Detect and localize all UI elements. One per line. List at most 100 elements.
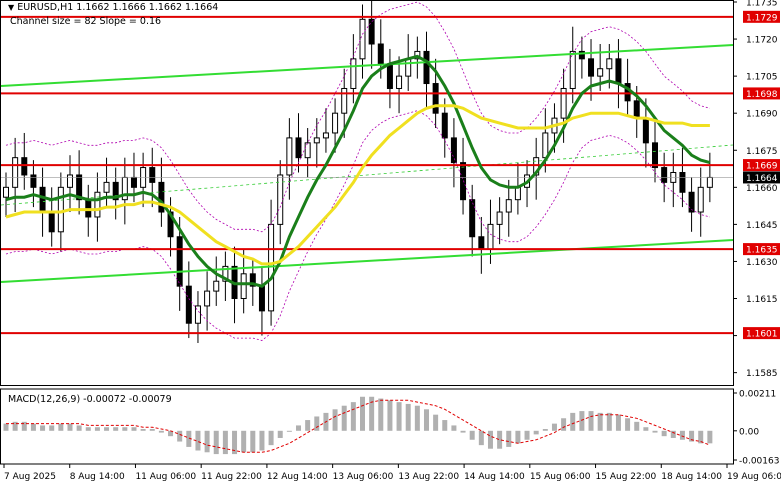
candle-body xyxy=(158,181,165,213)
price-tick-label: 1.1585 xyxy=(746,369,778,379)
macd-bar xyxy=(213,430,219,455)
macd-bar xyxy=(515,430,521,444)
candle-body xyxy=(615,58,622,85)
price-frame xyxy=(0,0,734,386)
candle-body xyxy=(679,171,686,193)
price-tick-label: 1.1675 xyxy=(746,147,778,157)
current-price-label: 1.1664 xyxy=(746,174,778,184)
axis-labels: 1.17351.17201.17051.16901.16751.16601.16… xyxy=(3,0,781,482)
macd-bar xyxy=(433,414,439,431)
level-label-bg xyxy=(743,159,780,172)
candle-body xyxy=(149,167,156,183)
macd-bar xyxy=(94,427,100,431)
candle-body xyxy=(688,191,695,213)
macd-bar xyxy=(561,418,567,431)
macd-bar xyxy=(643,427,649,431)
macd-bar xyxy=(122,427,128,431)
collapse-triangle-icon: ▼ xyxy=(8,3,15,12)
candle-body xyxy=(460,162,467,201)
candle-body xyxy=(112,181,119,201)
macd-bar xyxy=(296,425,302,431)
candle-body xyxy=(505,199,512,213)
candle-body xyxy=(204,290,211,307)
price-tick-label: 1.1690 xyxy=(746,110,778,120)
candle-body xyxy=(350,58,357,89)
candle-body xyxy=(103,181,110,193)
macd-bar xyxy=(85,427,91,431)
macd-bar xyxy=(250,430,256,453)
candle-body xyxy=(496,211,503,225)
candle-body xyxy=(423,50,430,85)
macd-bar xyxy=(597,412,603,431)
candle-body xyxy=(66,174,73,188)
macd-bar xyxy=(414,405,420,431)
macd-bar xyxy=(698,430,704,444)
macd-bar xyxy=(478,430,484,446)
macd-tick-label: 0.00 xyxy=(739,427,759,437)
macd-bar xyxy=(341,405,347,431)
candle-body xyxy=(258,285,265,312)
macd-bar xyxy=(387,400,393,431)
macd-bar xyxy=(396,402,402,431)
candle-body xyxy=(295,137,302,159)
macd-bar xyxy=(332,409,338,431)
macd-bar xyxy=(195,430,201,451)
candle-body xyxy=(450,137,457,164)
macd-bar xyxy=(360,396,365,431)
macd-bar xyxy=(606,412,612,431)
macd-bar xyxy=(67,423,73,431)
macd-bar xyxy=(40,425,46,431)
candle-body xyxy=(514,186,521,201)
bollinger-upper xyxy=(5,1,711,233)
time-tick-label: 13 Aug 06:00 xyxy=(333,472,394,482)
macd-bar xyxy=(149,429,155,431)
macd-bar xyxy=(405,403,411,431)
channel-lower-line xyxy=(0,239,734,283)
macd-bar xyxy=(113,427,119,431)
price-tick-label: 1.1630 xyxy=(746,258,778,268)
candle-body xyxy=(30,174,37,188)
macd-bar xyxy=(21,421,27,431)
candle-body xyxy=(359,18,366,60)
current-price-bg xyxy=(743,171,780,184)
candle-body xyxy=(432,83,439,114)
macd-bar xyxy=(168,430,174,437)
macd-bar xyxy=(12,421,18,431)
candle-body xyxy=(405,58,412,77)
macd-bar xyxy=(286,430,292,432)
macd-bar xyxy=(451,425,457,431)
candle-body xyxy=(469,199,476,238)
candle-body xyxy=(578,50,585,60)
level-label: 1.1601 xyxy=(746,330,778,340)
time-tick-label: 12 Aug 14:00 xyxy=(267,472,328,482)
candle-body xyxy=(176,236,183,287)
candle-body xyxy=(478,236,485,250)
macd-bar xyxy=(423,409,429,431)
candle-body xyxy=(94,191,101,218)
time-tick-label: 18 Aug 14:00 xyxy=(661,472,722,482)
macd-bar xyxy=(158,430,164,433)
time-tick-label: 7 Aug 2025 xyxy=(4,472,56,482)
candle-body xyxy=(304,142,311,159)
candle-body xyxy=(642,117,649,144)
macd-bar xyxy=(58,423,64,431)
level-label: 1.1729 xyxy=(746,13,778,23)
level-label-bg xyxy=(743,243,780,256)
candle-body xyxy=(633,100,640,119)
candle-body xyxy=(39,186,46,213)
macd-bar xyxy=(670,430,676,438)
macd-bar xyxy=(140,429,146,431)
macd-histogram xyxy=(3,396,713,455)
ma-fast-line xyxy=(5,54,711,288)
macd-bar xyxy=(305,420,311,431)
candle-body xyxy=(57,186,64,233)
candle-body xyxy=(386,63,393,89)
candle-body xyxy=(706,176,713,188)
macd-plot xyxy=(0,388,734,465)
candle-body xyxy=(377,43,384,65)
macd-bar xyxy=(506,430,512,447)
macd-bar xyxy=(524,430,530,440)
price-tick-label: 1.1660 xyxy=(746,184,778,194)
macd-bar xyxy=(542,429,548,431)
